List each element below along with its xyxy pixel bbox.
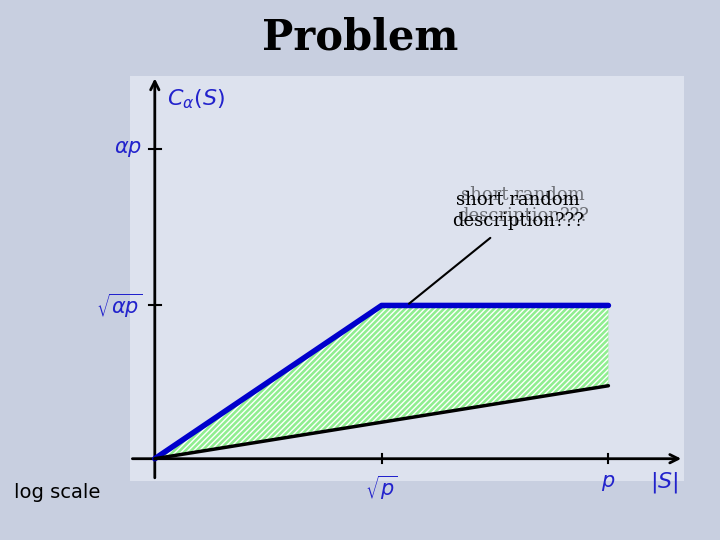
Text: $\sqrt{p}$: $\sqrt{p}$ xyxy=(365,473,398,502)
Polygon shape xyxy=(155,306,608,458)
Text: short random
description???: short random description??? xyxy=(456,186,589,225)
Text: short random
description???: short random description??? xyxy=(451,191,584,230)
Text: $|S|$: $|S|$ xyxy=(650,470,679,495)
Text: $p$: $p$ xyxy=(601,473,616,494)
Text: $\alpha p$: $\alpha p$ xyxy=(114,139,142,159)
Text: log scale: log scale xyxy=(14,483,101,502)
Text: $\sqrt{\alpha p}$: $\sqrt{\alpha p}$ xyxy=(96,291,142,320)
Text: $C_{\alpha}(S)$: $C_{\alpha}(S)$ xyxy=(167,87,225,111)
Text: Problem: Problem xyxy=(262,16,458,58)
